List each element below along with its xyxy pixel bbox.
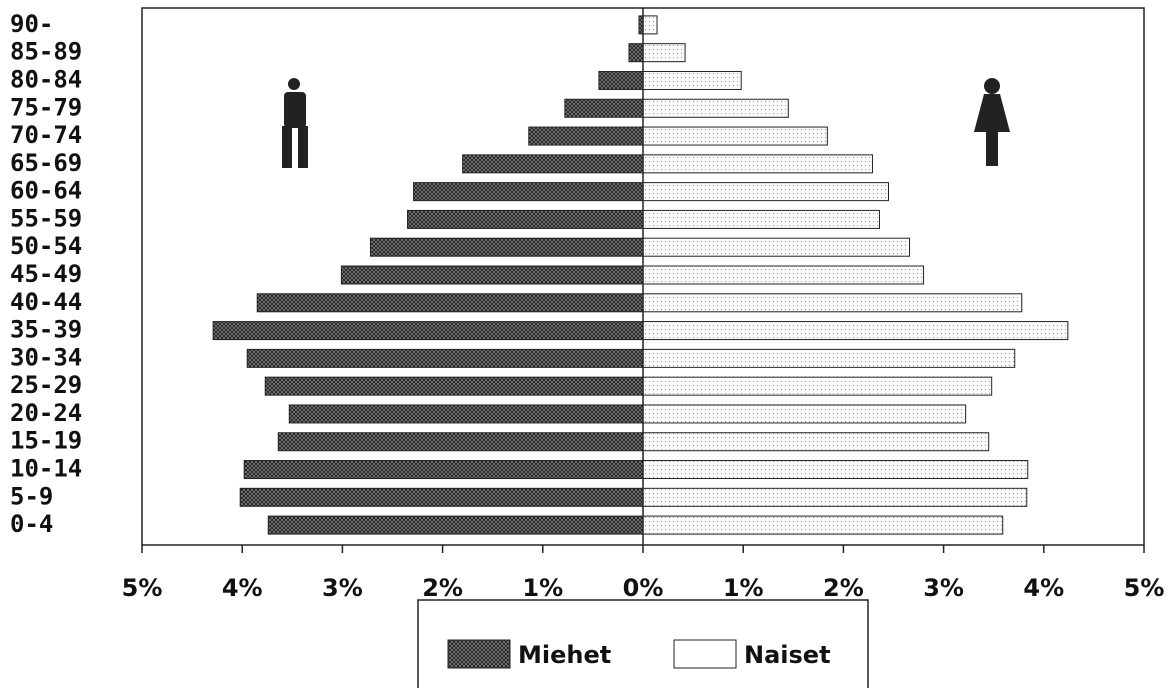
bar: [642, 182, 889, 202]
bar: [642, 515, 1004, 535]
bar: [642, 293, 1023, 313]
bar: [642, 98, 789, 118]
bar: [340, 265, 644, 285]
bar: [267, 515, 644, 535]
bar: [642, 404, 967, 424]
y-tick-label: 60-64: [10, 177, 82, 205]
bar: [642, 432, 990, 452]
y-tick-label: 45-49: [10, 260, 82, 288]
x-tick-label: 5%: [1124, 574, 1165, 602]
legend-label: Naiset: [744, 641, 831, 669]
x-tick-label: 0%: [623, 574, 664, 602]
bar: [642, 321, 1069, 341]
bar: [243, 460, 644, 480]
x-tick-label: 5%: [122, 574, 163, 602]
y-tick-label: 85-89: [10, 38, 82, 66]
bar: [528, 126, 644, 146]
bar: [239, 487, 644, 507]
y-tick-label: 5-9: [10, 482, 53, 510]
y-tick-label: 75-79: [10, 93, 82, 121]
bar: [642, 126, 828, 146]
bar: [628, 43, 644, 63]
y-tick-label: 80-84: [10, 65, 82, 93]
y-tick-label: 50-54: [10, 232, 82, 260]
x-tick-label: 1%: [522, 574, 563, 602]
bar: [642, 70, 742, 90]
legend-swatch: [673, 639, 737, 669]
x-tick-label: 4%: [222, 574, 263, 602]
y-tick-label: 55-59: [10, 204, 82, 232]
x-tick-label: 1%: [723, 574, 764, 602]
bar: [642, 154, 873, 174]
bar: [277, 432, 644, 452]
woman-icon: [974, 78, 1010, 166]
y-tick-label: 90-: [10, 10, 53, 38]
y-tick-label: 35-39: [10, 316, 82, 344]
x-tick-label: 3%: [322, 574, 363, 602]
y-tick-label: 25-29: [10, 371, 82, 399]
y-tick-label: 15-19: [10, 427, 82, 455]
bar: [642, 376, 993, 396]
bar: [642, 348, 1016, 368]
y-tick-label: 20-24: [10, 399, 82, 427]
y-tick-label: 40-44: [10, 288, 82, 316]
x-tick-label: 2%: [422, 574, 463, 602]
bar: [564, 98, 644, 118]
bar: [462, 154, 644, 174]
bar: [246, 348, 644, 368]
x-tick-label: 2%: [823, 574, 864, 602]
bar: [264, 376, 644, 396]
bar: [413, 182, 644, 202]
y-tick-label: 65-69: [10, 149, 82, 177]
legend-label: Miehet: [518, 641, 611, 669]
x-tick-label: 4%: [1023, 574, 1064, 602]
bar: [288, 404, 644, 424]
y-tick-label: 70-74: [10, 121, 82, 149]
legend-swatch: [447, 639, 511, 669]
bar: [642, 15, 658, 35]
bar: [642, 237, 911, 257]
x-tick-label: 3%: [923, 574, 964, 602]
bar: [369, 237, 644, 257]
y-tick-label: 10-14: [10, 455, 82, 483]
bar: [642, 460, 1029, 480]
bar: [256, 293, 644, 313]
bar: [642, 487, 1028, 507]
bar: [642, 43, 686, 63]
bar: [407, 209, 644, 229]
bar: [642, 265, 925, 285]
man-icon: [282, 78, 308, 168]
bar: [212, 321, 644, 341]
y-tick-label: 0-4: [10, 510, 53, 538]
y-tick-label: 30-34: [10, 343, 82, 371]
bar: [642, 209, 880, 229]
bar: [598, 70, 644, 90]
